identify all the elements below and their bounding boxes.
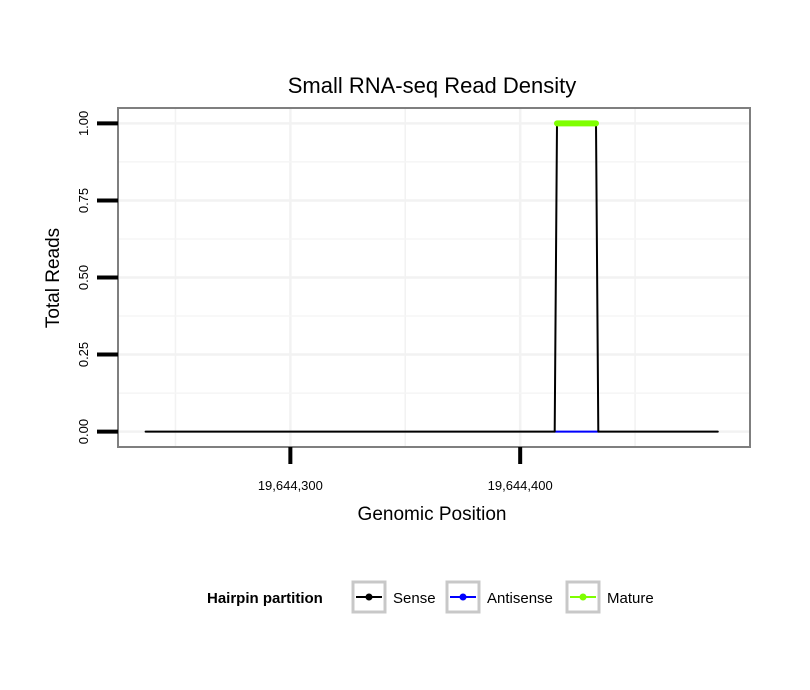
y-tick-label: 0.25: [76, 342, 91, 367]
plot-lines: [144, 120, 719, 433]
legend-point-sense: [365, 593, 373, 601]
legend: Sense Antisense Mature: [351, 580, 654, 614]
x-tick-label: 19,644,300: [258, 478, 323, 493]
grid: [118, 108, 751, 447]
y-tick-label: 0.50: [76, 265, 91, 290]
legend-point-mature: [579, 593, 587, 601]
y-axis: 0.00 0.25 0.50 0.75 1.00: [76, 111, 118, 444]
y-tick-label: 0.00: [76, 419, 91, 444]
y-tick-label: 0.75: [76, 188, 91, 213]
legend-label-antisense: Antisense: [487, 590, 553, 607]
legend-point-antisense: [459, 593, 467, 601]
x-axis: 19,644,300 19,644,400: [258, 447, 553, 493]
y-tick-label: 1.00: [76, 111, 91, 136]
x-axis-title: Genomic Position: [358, 504, 507, 525]
legend-label-mature: Mature: [607, 590, 654, 607]
legend-label-sense: Sense: [393, 590, 436, 607]
y-axis-title: Total Reads: [43, 228, 64, 328]
chart-title: Small RNA-seq Read Density: [288, 73, 577, 98]
legend-title: Hairpin partition: [207, 590, 323, 607]
x-tick-label: 19,644,400: [488, 478, 553, 493]
